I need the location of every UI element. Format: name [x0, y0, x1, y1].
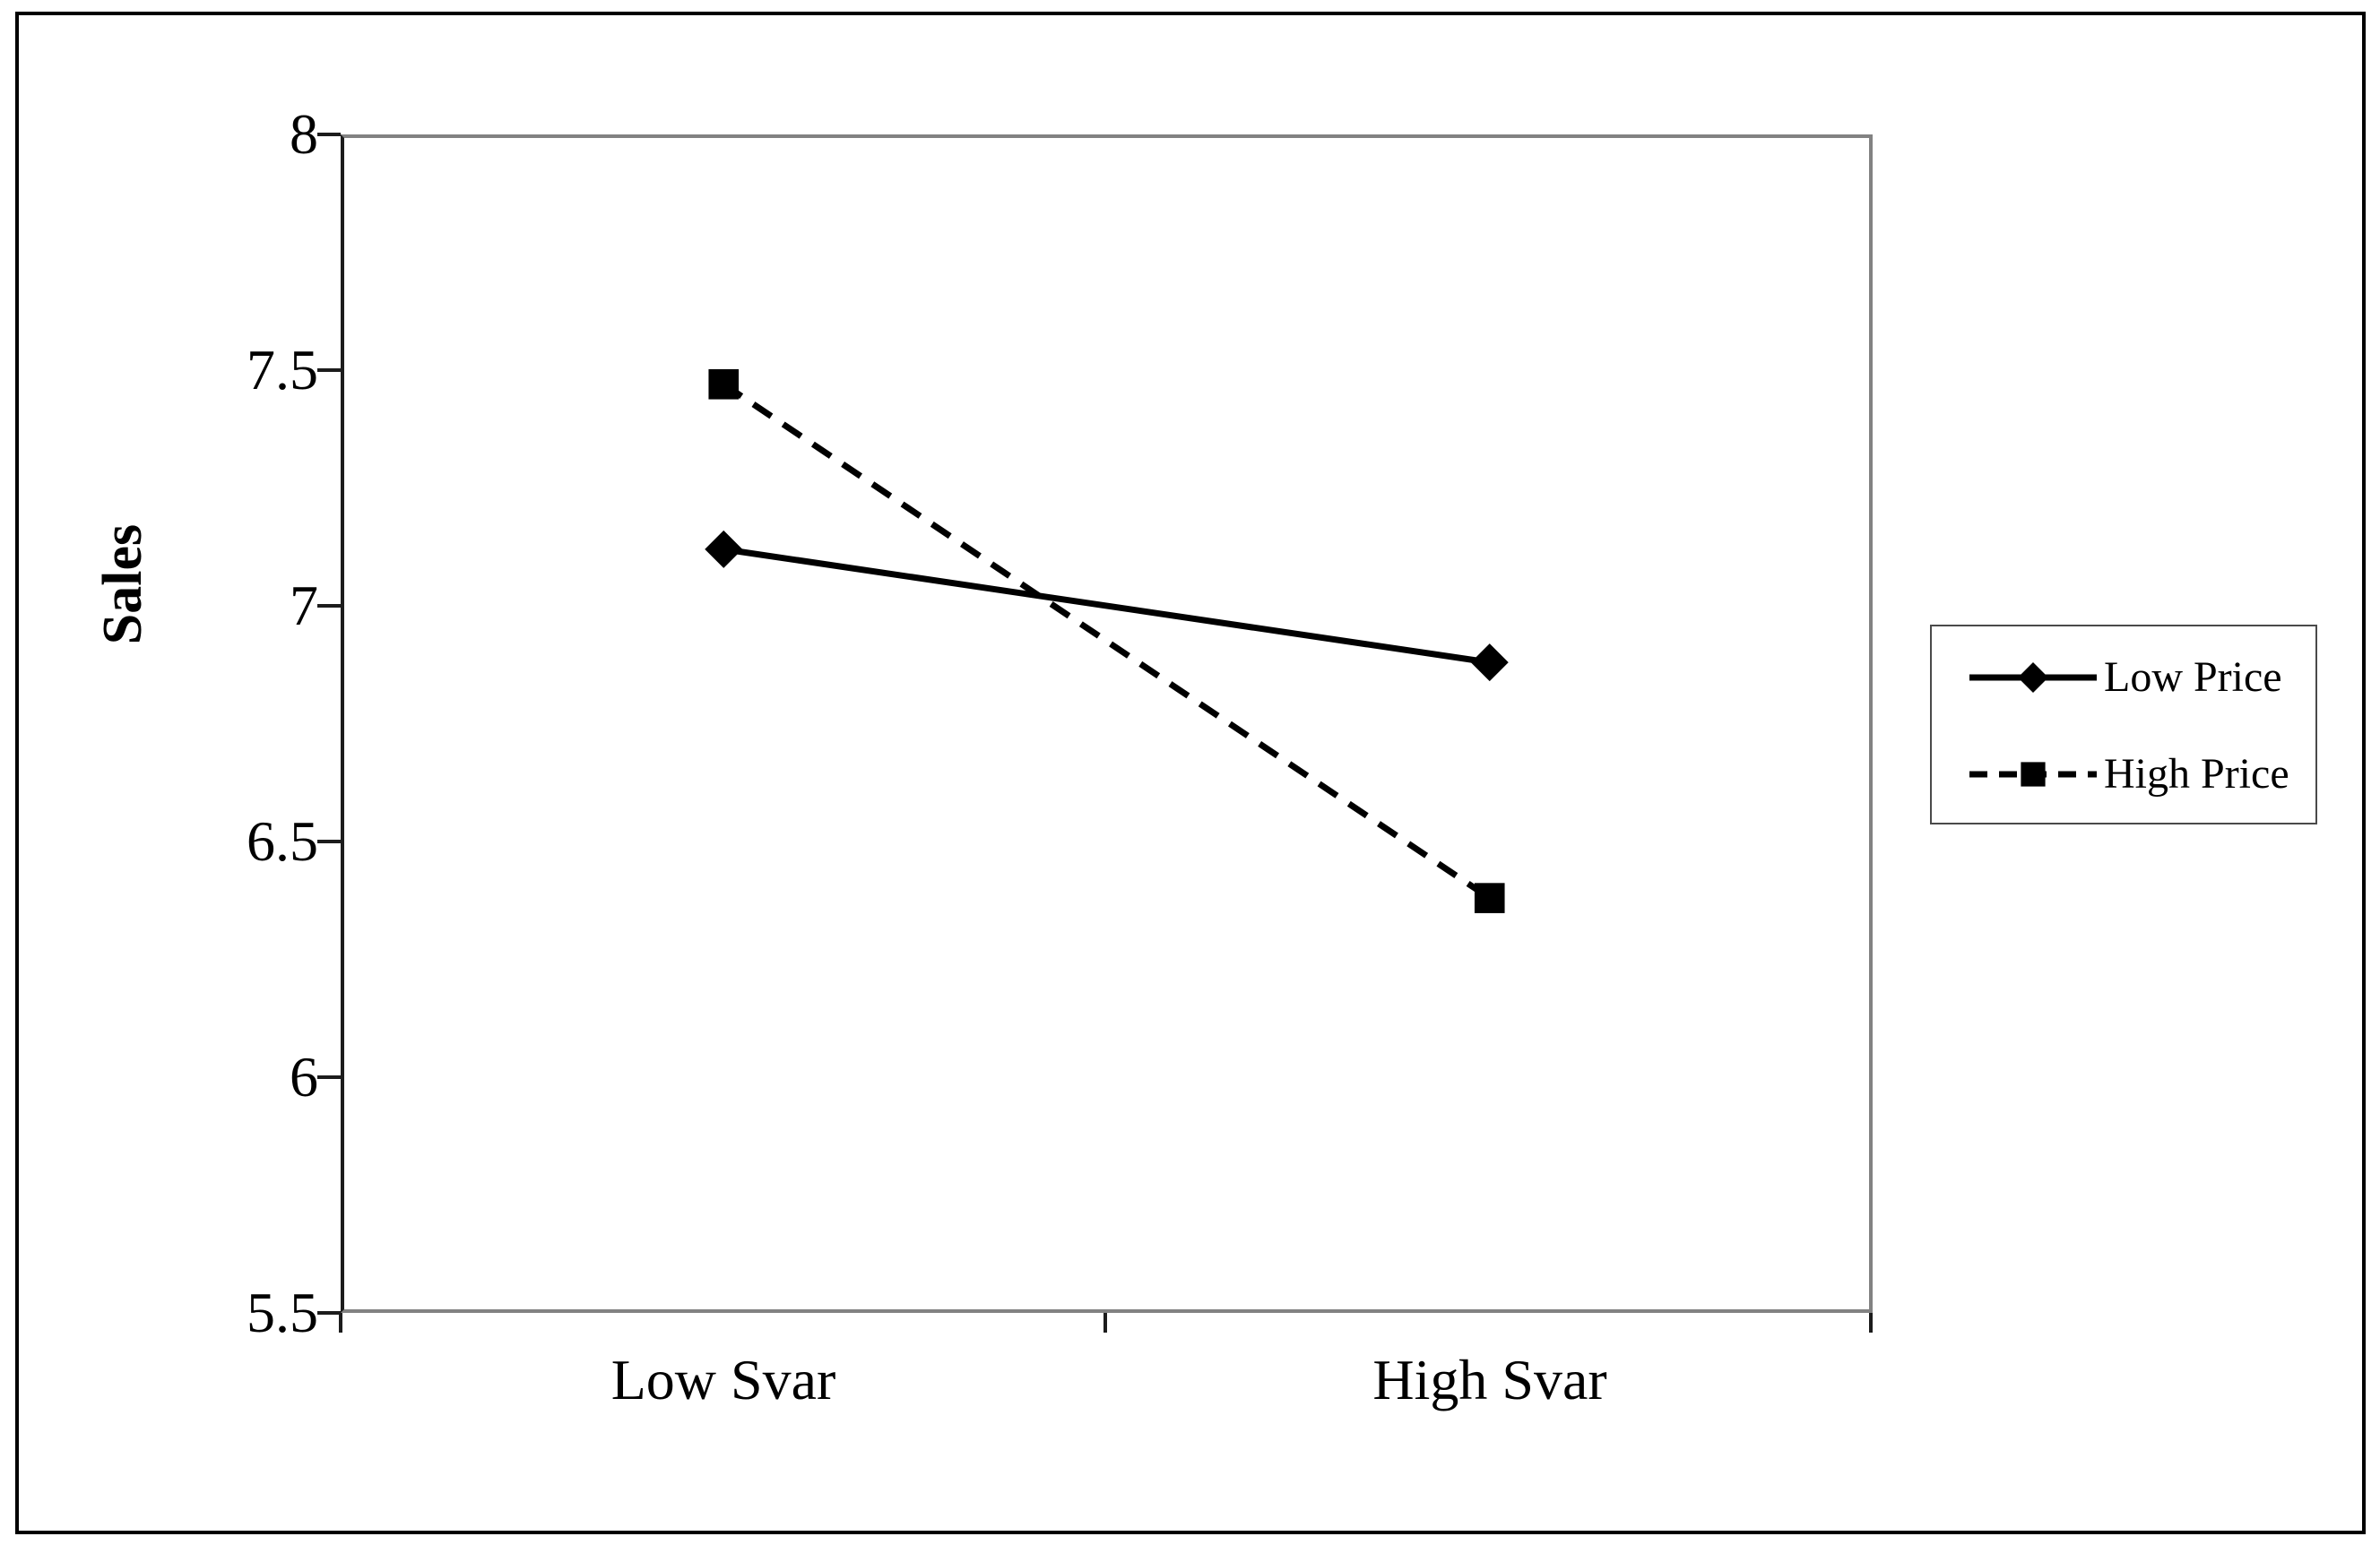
legend-item-low-price: Low Price: [1932, 637, 2315, 718]
category-label-low-svar: Low Svar: [610, 1348, 836, 1411]
y-tick-mark: [317, 133, 341, 136]
legend-label: High Price: [2104, 750, 2289, 798]
y-tick-mark: [317, 1311, 341, 1315]
y-tick-mark: [317, 840, 341, 843]
plot-area: [341, 134, 1873, 1313]
x-tick-mark: [339, 1313, 342, 1333]
low-price-line-diamond-icon: [1969, 662, 2097, 693]
legend: Low Price High Price: [1930, 625, 2317, 824]
y-tick-mark: [317, 1075, 341, 1079]
y-tick-label-8: 8: [290, 102, 318, 166]
y-tick-label-5-5: 5.5: [247, 1281, 318, 1344]
category-label-high-svar: High Svar: [1372, 1348, 1607, 1411]
y-tick-label-6-5: 6.5: [247, 809, 318, 873]
legend-label: Low Price: [2104, 653, 2282, 701]
y-tick-mark: [317, 368, 341, 372]
legend-item-high-price: High Price: [1932, 734, 2315, 815]
high-price-line-square-icon: [1969, 762, 2097, 787]
x-tick-mark: [1869, 1313, 1873, 1333]
y-tick-mark: [317, 604, 341, 608]
figure-border: [15, 12, 2366, 1534]
y-tick-label-7-5: 7.5: [247, 338, 318, 401]
y-tick-label-6: 6: [290, 1045, 318, 1109]
y-tick-label-7: 7: [290, 574, 318, 637]
x-tick-mark: [1103, 1313, 1107, 1333]
